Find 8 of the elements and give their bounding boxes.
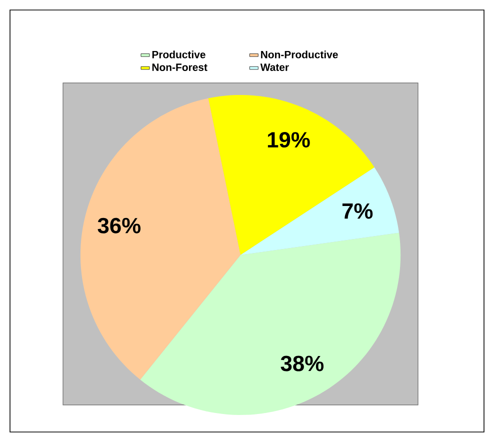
data-label: 19%: [268, 132, 310, 148]
data-label: 38%: [280, 356, 324, 372]
legend-label: Water: [260, 64, 289, 71]
legend-label: Productive: [152, 50, 206, 58]
data-label: 7%: [342, 203, 373, 219]
legend-label: Non-Productive: [261, 50, 338, 58]
legend-label: Non-Forest: [152, 64, 208, 71]
data-label: 36%: [98, 218, 141, 234]
